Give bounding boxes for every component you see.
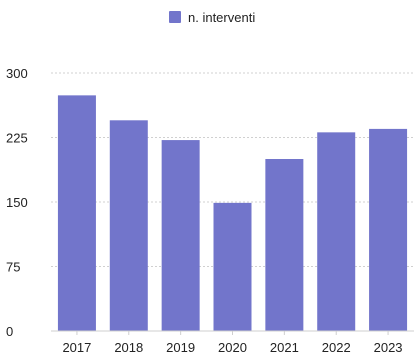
bar-2020 — [213, 202, 252, 331]
y-tick-label: 0 — [6, 324, 13, 339]
y-tick-label: 150 — [6, 195, 28, 210]
x-tick-label: 2017 — [62, 340, 91, 355]
bar-2022 — [317, 132, 356, 331]
x-tick-label: 2022 — [322, 340, 351, 355]
y-axis: 0 75 150 225 300 — [6, 66, 28, 339]
legend-label: n. interventi — [188, 10, 255, 25]
legend-swatch — [169, 11, 181, 23]
x-tick-label: 2023 — [374, 340, 403, 355]
y-tick-label: 225 — [6, 131, 28, 146]
x-tick-label: 2021 — [270, 340, 299, 355]
bar-2021 — [265, 159, 304, 331]
x-tick-label: 2020 — [218, 340, 247, 355]
bar-2019 — [161, 140, 200, 331]
bar-2023 — [369, 128, 408, 331]
bars — [57, 95, 408, 331]
x-tick-label: 2018 — [114, 340, 143, 355]
x-tick-label: 2019 — [166, 340, 195, 355]
legend: n. interventi — [169, 10, 255, 25]
y-tick-label: 75 — [6, 260, 20, 275]
x-axis: 2017 2018 2019 2020 2021 2022 2023 — [51, 330, 414, 355]
y-tick-label: 300 — [6, 66, 28, 81]
bar-2017 — [57, 95, 96, 331]
bar-2018 — [109, 120, 148, 331]
